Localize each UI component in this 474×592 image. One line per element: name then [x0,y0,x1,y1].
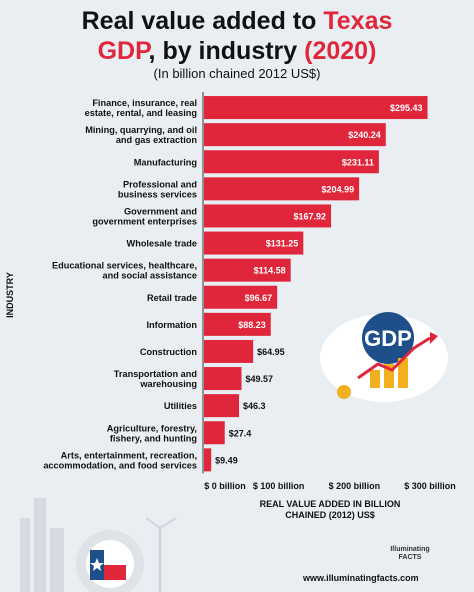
data-label: $96.67 [245,293,273,303]
x-tick-label: $ 200 billion [329,481,381,491]
category-label-line: Mining, quarrying, and oil [85,125,197,135]
category-label-line: Agriculture, forestry, [107,423,197,433]
category-label-line: accommodation, and food services [43,460,197,470]
gdp-illustration: GDP [320,312,448,402]
category-label-line: Wholesale trade [127,239,197,249]
building-3 [50,528,64,592]
turbine-blade [145,517,161,529]
bar [204,367,242,391]
bar [204,123,386,147]
growth-arrow [357,336,431,380]
texas-flag-white [104,550,126,565]
brand-logo: Illuminating FACTS [385,546,435,562]
chart-subtitle: (In billion chained 2012 US$) [153,66,321,81]
title-text-2: , by industry [148,37,305,65]
category-label: Retail trade [147,293,197,303]
data-label: $204.99 [322,184,355,194]
x-tick-label: $ 300 billion [404,481,456,491]
category-label: Construction [140,347,198,357]
data-label: $131.25 [266,239,299,249]
bar [204,177,360,201]
data-label: $114.58 [254,266,286,276]
bar [204,285,278,309]
category-label-line: Educational services, healthcare, [52,261,197,271]
chart-title: Real value added to Texas GDP, by indust… [0,6,474,66]
category-label-line: Transportation and [114,369,197,379]
building-1 [20,518,30,592]
bar [204,258,291,282]
turbine-blade [159,517,177,529]
bar [204,448,212,472]
category-label: Government and government enterprises [92,206,197,226]
category-label: Finance, insurance, real estate, rental, … [85,98,197,118]
category-label-line: warehousing [139,379,197,389]
data-label: $64.95 [257,347,285,357]
gdp-globe [362,312,414,364]
website-url: www.illuminatingfacts.com [303,573,419,583]
category-label: Agriculture, forestry, fishery, and hunti… [107,423,197,443]
y-axis-label: INDUSTRY [5,272,15,318]
category-label: Manufacturing [134,157,197,167]
coin-icon [337,385,351,399]
category-label-line: business services [118,189,197,199]
data-label: $240.24 [348,130,381,140]
category-label-line: Arts, entertainment, recreation, [61,450,197,460]
category-label-line: Manufacturing [134,157,197,167]
category-label-line: estate, rental, and leasing [85,108,197,118]
bar [204,339,254,363]
category-label-line: Construction [140,347,198,357]
bar [204,231,304,255]
x-axis-label: REAL VALUE ADDED IN BILLION CHAINED (201… [259,499,401,520]
star-icon [90,558,104,571]
bar [204,394,240,418]
bar [204,312,271,336]
data-label: $295.43 [390,103,423,113]
data-label: $27.4 [229,428,252,438]
brand-text: Illuminating FACTS [390,546,430,561]
data-label: $167.92 [294,211,327,221]
bar [204,150,379,174]
category-label: Professional and business services [118,179,197,199]
category-label: Educational services, healthcare, and soc… [52,261,197,281]
data-label: $46.3 [243,401,266,411]
texas-skyline-illustration [20,498,177,592]
title-accent: Texas [323,7,393,35]
category-label: Wholesale trade [127,239,197,249]
category-label-line: Utilities [164,401,197,411]
category-label: Transportation and warehousing [114,369,197,389]
category-label-line: Information [146,320,197,330]
x-tick-label: $ 0 billion [204,481,246,491]
data-label: $88.23 [238,320,266,330]
category-label-line: Finance, insurance, real [92,98,197,108]
category-label-line: fishery, and hunting [110,433,197,443]
data-label: $49.57 [246,374,274,384]
category-label: Mining, quarrying, and oil and gas extrac… [85,125,197,145]
building-2 [34,498,46,592]
gdp-text: GDP [364,326,412,351]
coin-stack-3 [398,358,408,388]
bar [204,96,428,120]
category-label-line: Retail trade [147,293,197,303]
data-label: $231.11 [342,157,374,167]
title-accent-year: (2020) [304,37,377,65]
title-text: Real value added to [81,7,324,35]
arrow-head-icon [430,332,438,344]
category-label: Information [146,320,197,330]
category-label-line: government enterprises [92,216,197,226]
texas-flag-red [104,565,126,580]
title-accent-gdp: GDP [97,37,149,65]
category-label: Arts, entertainment, recreation, accommod… [43,450,197,470]
category-label-line: and social assistance [103,271,197,281]
coin-stack-1 [370,370,380,388]
category-label-line: Government and [124,206,197,216]
bar [204,204,332,228]
x-tick-label: $ 100 billion [253,481,305,491]
coin-stack-2 [384,364,394,388]
category-label-line: Professional and [123,179,197,189]
category-label-line: and gas extraction [116,135,198,145]
category-label: Utilities [164,401,197,411]
bar [204,421,225,445]
data-label: $9.49 [215,455,238,465]
